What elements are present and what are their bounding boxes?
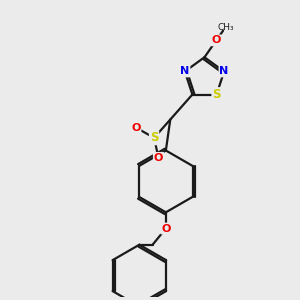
Text: N: N [219, 67, 229, 76]
Text: O: O [131, 122, 140, 133]
Text: N: N [180, 67, 190, 76]
Text: O: O [154, 153, 163, 163]
Text: CH₃: CH₃ [217, 22, 234, 32]
Text: S: S [212, 88, 221, 101]
Text: S: S [150, 131, 158, 144]
Text: O: O [212, 35, 221, 45]
Text: O: O [161, 224, 170, 233]
